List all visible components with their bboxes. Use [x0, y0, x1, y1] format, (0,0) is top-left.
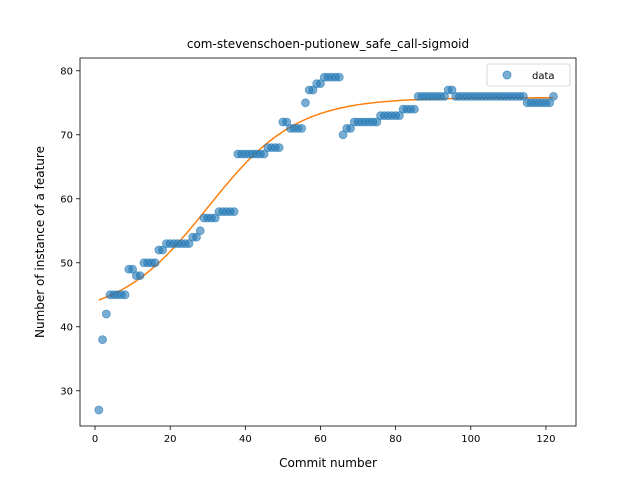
data-point	[410, 104, 419, 114]
y-tick-label: 70	[60, 130, 73, 141]
data-points	[94, 72, 558, 415]
data-point	[549, 92, 558, 101]
data-point	[394, 111, 404, 120]
data-point	[308, 85, 318, 95]
data-point	[274, 143, 284, 153]
x-tick-label: 0	[92, 434, 98, 445]
x-tick-label: 120	[536, 434, 555, 445]
data-point	[372, 117, 382, 127]
data-point	[150, 258, 160, 268]
legend-label-data: data	[532, 71, 555, 82]
data-point	[440, 92, 449, 101]
data-point	[282, 117, 292, 127]
data-point	[158, 245, 168, 255]
y-axis-label: Number of instance of a feature	[33, 146, 47, 338]
data-point	[135, 271, 145, 281]
data-point	[210, 213, 220, 223]
legend-marker-data	[502, 70, 512, 80]
y-tick-label: 50	[60, 258, 73, 269]
chart-title: com-stevenschoen-putionew_safe_call-sigm…	[187, 37, 469, 51]
data-point	[545, 98, 555, 108]
x-axis-label: Commit number	[279, 456, 377, 470]
data-point	[346, 123, 355, 133]
legend: data	[486, 63, 571, 87]
y-axis-ticks: 30 40 50 60 70 80	[60, 66, 80, 397]
x-axis-ticks: 0 20 40 60 80 100 120	[92, 426, 555, 445]
data-point	[184, 239, 194, 249]
x-tick-label: 100	[461, 434, 480, 445]
data-point	[259, 149, 269, 159]
x-tick-label: 80	[389, 434, 402, 445]
y-tick-label: 30	[60, 386, 73, 397]
data-point	[98, 335, 107, 345]
data-point	[229, 207, 239, 217]
data-point	[297, 123, 307, 133]
y-tick-label: 40	[60, 322, 73, 333]
data-point	[316, 79, 325, 88]
data-point	[120, 290, 130, 300]
data-point	[338, 130, 348, 140]
x-tick-label: 40	[239, 434, 252, 445]
plot-frame	[79, 57, 577, 427]
data-point	[447, 85, 457, 95]
data-point	[94, 405, 104, 415]
data-point	[518, 92, 528, 101]
data-point	[192, 232, 201, 242]
data-point	[195, 226, 205, 236]
data-point	[101, 309, 111, 319]
x-tick-label: 60	[314, 434, 327, 445]
plot-area: 0 20 40 60 80 100 120 30 40 50 60 70 80	[60, 57, 577, 445]
y-tick-label: 80	[60, 66, 73, 77]
y-tick-label: 60	[60, 194, 73, 205]
data-point	[334, 72, 344, 82]
x-tick-label: 20	[164, 434, 177, 445]
fit-line	[98, 97, 554, 301]
legend-box	[486, 63, 571, 87]
data-point	[128, 264, 138, 274]
data-point	[301, 98, 310, 108]
